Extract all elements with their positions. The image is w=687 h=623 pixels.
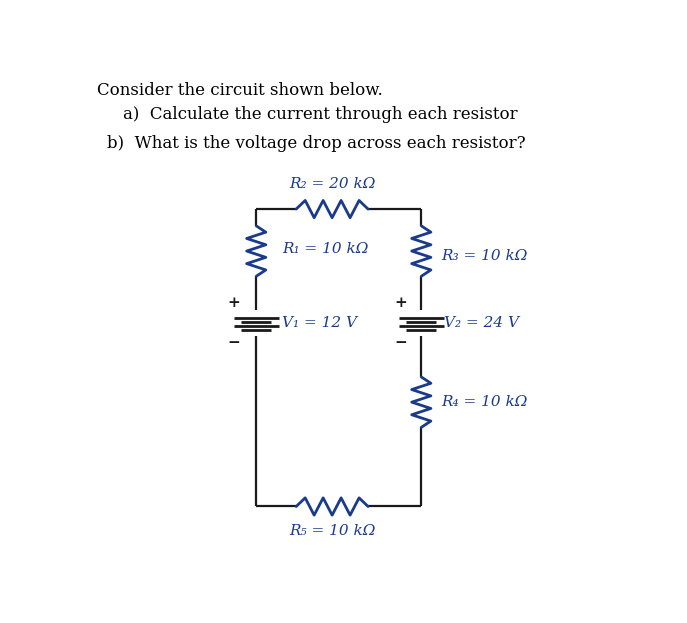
Text: R₄ = 10 kΩ: R₄ = 10 kΩ (442, 395, 528, 409)
Text: Consider the circuit shown below.: Consider the circuit shown below. (96, 82, 382, 99)
Text: +: + (395, 296, 407, 310)
Text: −: − (227, 336, 240, 350)
Text: b)  What is the voltage drop across each resistor?: b) What is the voltage drop across each … (107, 135, 526, 152)
Text: R₂ = 20 kΩ: R₂ = 20 kΩ (289, 177, 375, 191)
Text: −: − (395, 336, 407, 350)
Text: V₁ = 12 V: V₁ = 12 V (282, 316, 357, 330)
Text: V₂ = 24 V: V₂ = 24 V (444, 316, 519, 330)
Text: +: + (227, 296, 240, 310)
Text: R₅ = 10 kΩ: R₅ = 10 kΩ (289, 525, 375, 538)
Text: a)  Calculate the current through each resistor: a) Calculate the current through each re… (123, 106, 518, 123)
Text: R₁ = 10 kΩ: R₁ = 10 kΩ (282, 242, 368, 255)
Text: R₃ = 10 kΩ: R₃ = 10 kΩ (442, 249, 528, 263)
